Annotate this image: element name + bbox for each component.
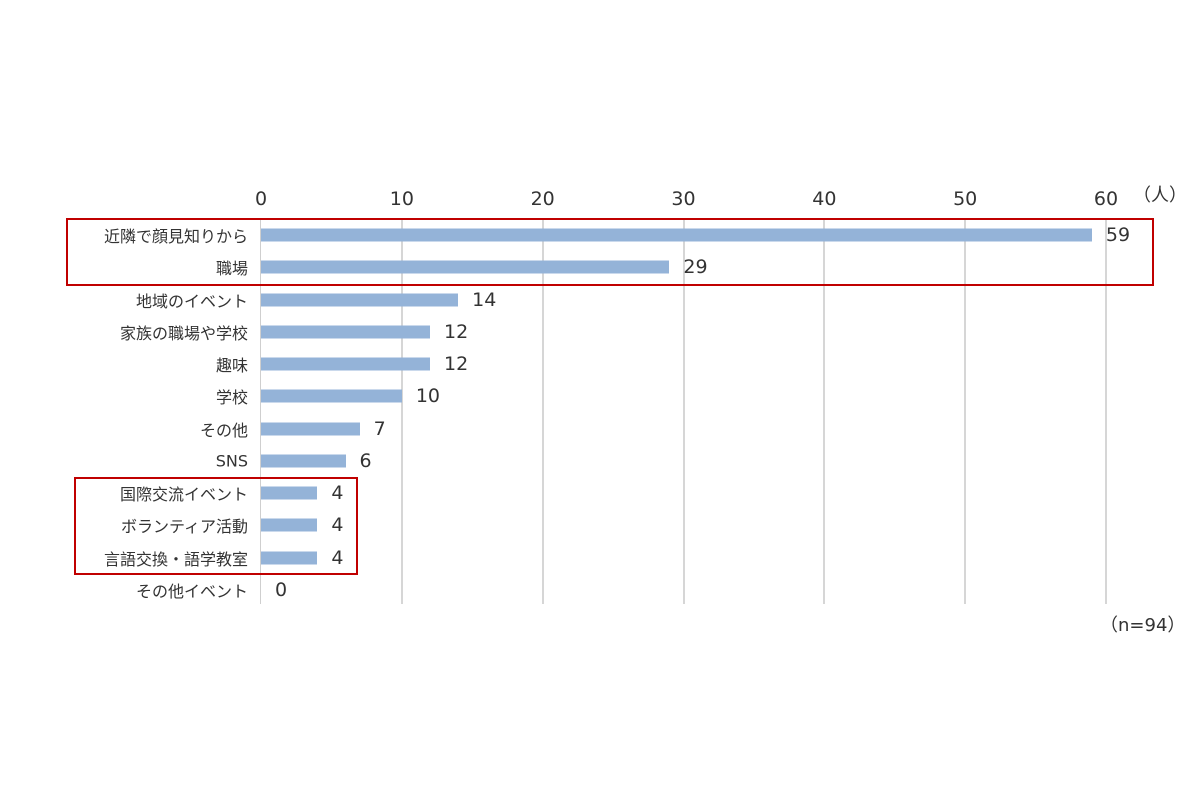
bar [261, 551, 318, 564]
bar [261, 325, 430, 339]
bar [261, 422, 360, 435]
x-tick-label: 20 [530, 188, 555, 210]
value-label: 4 [331, 514, 344, 537]
bar [261, 518, 318, 532]
value-label: 10 [415, 385, 441, 408]
gridline [682, 218, 685, 604]
category-label: 学校 [215, 388, 248, 408]
value-label: 4 [331, 546, 344, 569]
gridline [964, 218, 967, 604]
value-label: 59 [1105, 224, 1131, 246]
gridline [1105, 218, 1107, 604]
y-axis-line [260, 218, 261, 604]
bar [261, 228, 1092, 242]
category-label: 国際交流イベント [119, 485, 248, 504]
category-label: 言語交換・語学教室 [103, 549, 248, 569]
gridline [541, 218, 544, 604]
value-label: 0 [275, 578, 288, 601]
bar [261, 486, 318, 500]
bar [261, 260, 670, 274]
value-label: 12 [444, 353, 469, 375]
highlight-box-bottom [74, 477, 358, 575]
bar [261, 389, 402, 403]
sample-size-note: （n=94） [1100, 615, 1186, 636]
x-tick-label: 50 [953, 188, 978, 210]
gridline [400, 218, 403, 604]
category-label: 近隣で顔見知りから [103, 227, 248, 246]
category-label: ボランティア活動 [120, 517, 248, 537]
category-label: SNS [215, 451, 248, 471]
value-label: 7 [373, 417, 386, 440]
value-label: 6 [359, 449, 372, 472]
category-label: 地域のイベント [135, 291, 248, 311]
category-label: その他 [199, 420, 248, 440]
value-label: 4 [331, 482, 344, 504]
unit-label: （人） [1133, 185, 1187, 206]
bar [261, 454, 346, 468]
category-label: 趣味 [215, 356, 248, 375]
x-tick-label: 60 [1093, 188, 1119, 210]
value-label: 12 [444, 320, 469, 343]
highlight-box-top [66, 218, 1154, 286]
gridline [823, 218, 826, 604]
category-label: 職場 [215, 259, 248, 279]
value-label: 14 [472, 288, 497, 311]
bar [261, 357, 430, 371]
x-tick-label: 0 [254, 188, 268, 210]
x-tick-label: 10 [389, 188, 414, 210]
value-label: 29 [683, 256, 708, 279]
x-tick-label: 30 [671, 188, 696, 210]
x-tick-label: 40 [812, 188, 837, 210]
category-label: その他イベント [135, 581, 248, 601]
category-label: 家族の職場や学校 [119, 323, 248, 343]
bar [261, 293, 459, 306]
